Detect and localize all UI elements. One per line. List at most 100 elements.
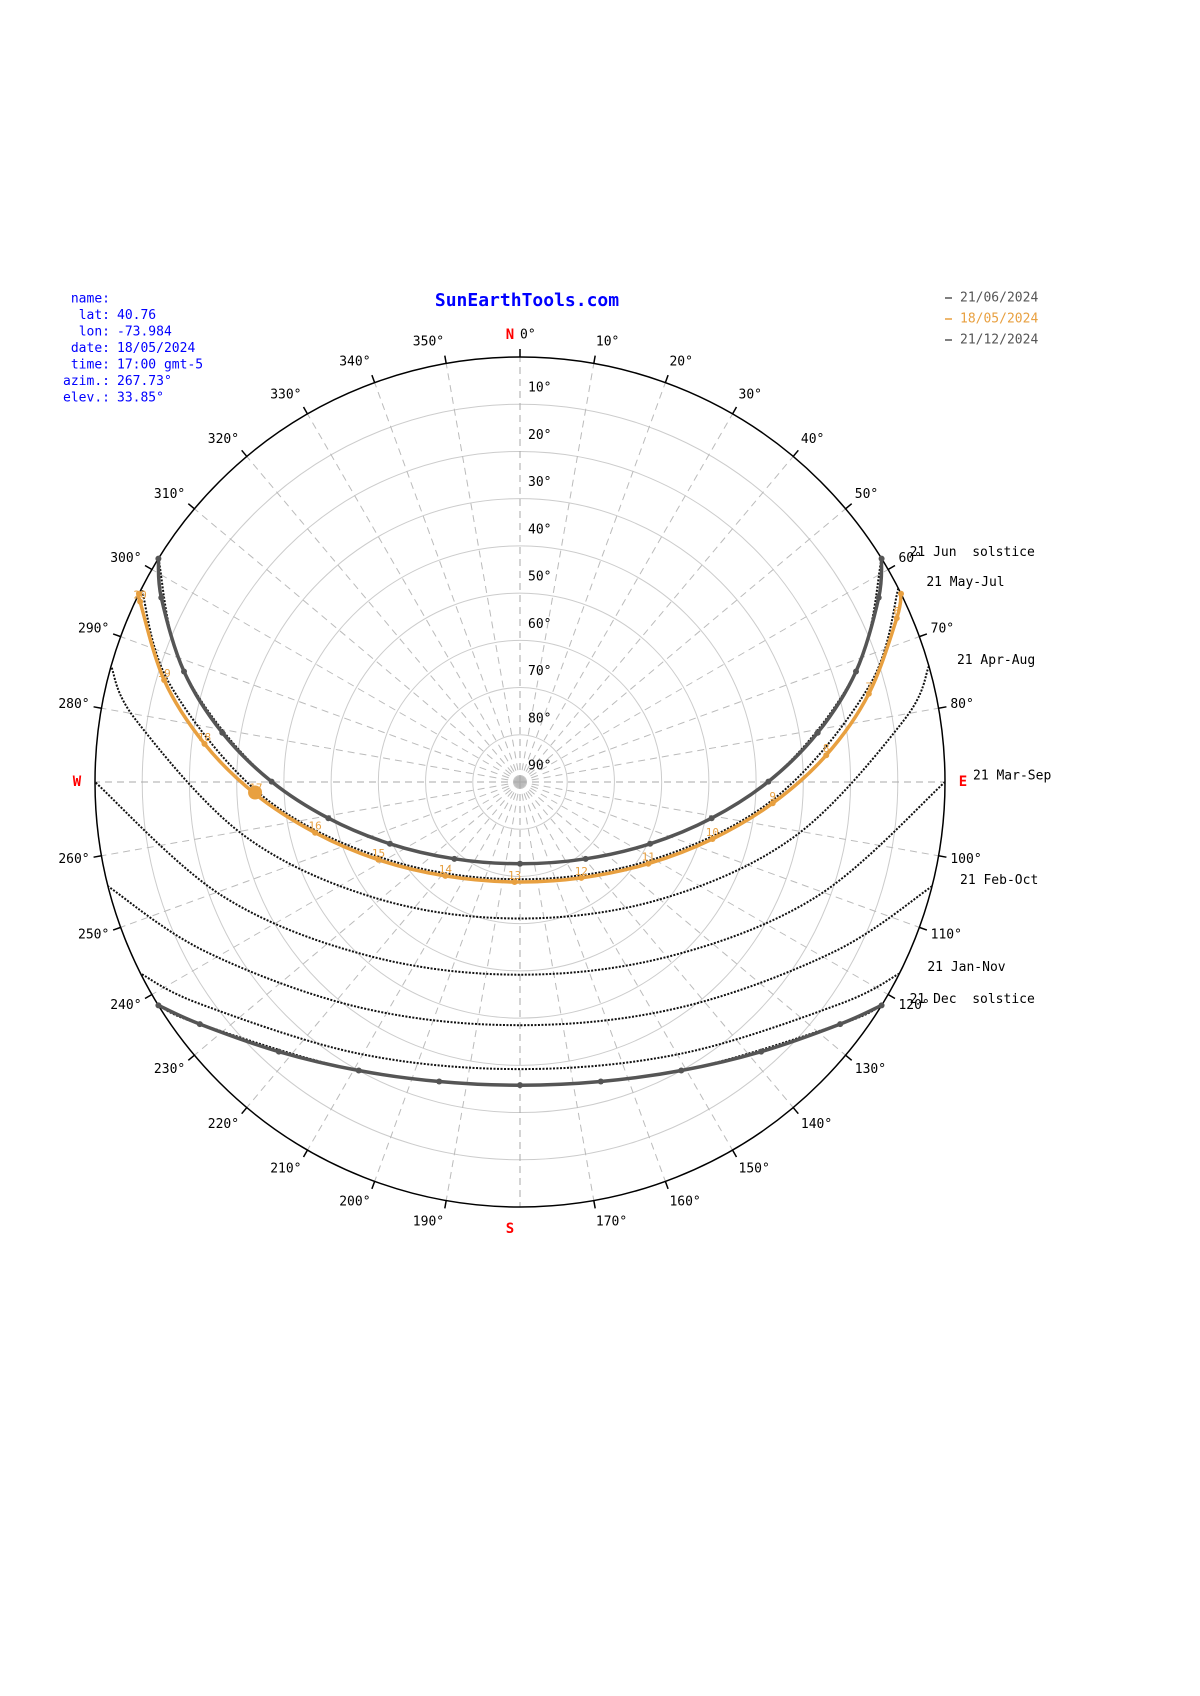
- azimuth-grid-line: [519, 781, 595, 1201]
- azimuth-tick-label: 330°: [270, 387, 301, 402]
- hour-point: [312, 829, 319, 836]
- elevation-ring: [472, 734, 568, 830]
- azimuth-tick-label: 300°: [110, 551, 141, 566]
- chart-title: SunEarthTools.com: [435, 290, 619, 311]
- hour-point: [268, 778, 275, 785]
- azimuth-tick-label: 70°: [931, 622, 954, 637]
- azimuth-tick: [887, 993, 896, 1000]
- elevation-tick-label: 60°: [528, 617, 551, 632]
- azimuth-grid-line: [120, 781, 521, 928]
- info-label: elev.:: [63, 391, 110, 406]
- elevation-tick-label: 10°: [528, 381, 551, 396]
- elevation-tick-label: 50°: [528, 570, 551, 585]
- hour-label: 7: [866, 681, 873, 694]
- monthly-path-label: 21 Jun solstice: [910, 545, 1035, 560]
- hour-label: 19: [157, 667, 170, 680]
- azimuth-tick: [731, 406, 738, 415]
- azimuth-tick: [919, 633, 928, 638]
- hour-label: 9: [769, 790, 776, 803]
- hour-point: [181, 668, 188, 675]
- hour-point: [325, 815, 332, 822]
- azimuth-tick-label: 220°: [208, 1117, 239, 1132]
- azimuth-grid-line: [519, 508, 846, 783]
- hour-label: 14: [439, 863, 453, 876]
- azimuth-grid-line: [101, 781, 521, 857]
- azimuth-tick-label: 50°: [855, 487, 878, 502]
- azimuth-tick-label: 210°: [270, 1162, 301, 1177]
- info-value: 267.73°: [117, 374, 172, 389]
- elevation-ring: [330, 592, 710, 972]
- info-value: 33.85°: [117, 391, 164, 406]
- cardinal-label: S: [506, 1221, 514, 1237]
- hour-point: [708, 815, 715, 822]
- hour-point: [511, 878, 518, 885]
- hour-point: [582, 855, 589, 862]
- azimuth-tick-label: 0°: [520, 328, 536, 343]
- hour-label: 12: [575, 865, 588, 878]
- azimuth-tick: [938, 706, 947, 709]
- hour-point: [386, 840, 393, 847]
- azimuth-tick-label: 290°: [78, 622, 109, 637]
- hour-point: [645, 860, 652, 867]
- azimuth-tick: [93, 706, 102, 709]
- hour-point: [898, 590, 905, 597]
- azimuth-tick: [302, 406, 309, 415]
- info-label: azim.:: [63, 374, 110, 389]
- azimuth-tick-label: 260°: [58, 852, 89, 867]
- azimuth-grid-line: [101, 707, 521, 783]
- hour-point: [865, 690, 872, 697]
- azimuth-grid-line: [445, 781, 521, 1201]
- hour-point: [709, 836, 716, 843]
- elevation-tick-label: 30°: [528, 475, 551, 490]
- hour-point: [823, 752, 830, 759]
- monthly-sun-path: [110, 665, 930, 920]
- hour-point: [517, 1082, 523, 1089]
- cardinal-label: N: [506, 327, 514, 343]
- hour-point: [196, 1021, 203, 1028]
- hour-point: [578, 874, 585, 881]
- azimuth-tick-label: 350°: [413, 334, 444, 349]
- azimuth-grid-line: [519, 781, 920, 928]
- hour-point: [436, 1078, 443, 1085]
- azimuth-tick-label: 250°: [78, 927, 109, 942]
- monthly-sun-path: [140, 588, 900, 881]
- azimuth-tick: [664, 374, 669, 383]
- azimuth-tick: [919, 926, 928, 931]
- legend-label: 21/12/2024: [960, 333, 1038, 348]
- azimuth-grid-line: [519, 363, 595, 783]
- hour-point: [375, 856, 382, 863]
- azimuth-tick: [887, 564, 896, 571]
- azimuth-tick: [845, 1054, 853, 1061]
- hour-point: [878, 555, 885, 562]
- azimuth-grid-line: [519, 781, 889, 995]
- azimuth-grid-line: [519, 413, 733, 783]
- azimuth-grid-line: [246, 781, 521, 1108]
- azimuth-tick-label: 230°: [154, 1062, 185, 1077]
- hour-point: [155, 1002, 162, 1009]
- monthly-sun-path: [94, 781, 946, 976]
- info-label: lon:: [79, 325, 110, 340]
- azimuth-tick: [792, 449, 799, 457]
- azimuth-tick-label: 140°: [801, 1117, 832, 1132]
- azimuth-tick: [593, 1200, 596, 1209]
- azimuth-tick: [371, 1181, 376, 1190]
- elevation-tick-label: 80°: [528, 711, 551, 726]
- azimuth-tick: [241, 1107, 248, 1115]
- hour-point: [158, 594, 165, 601]
- hour-point: [878, 1002, 885, 1009]
- monthly-sun-path: [107, 885, 933, 1027]
- azimuth-tick-label: 20°: [669, 354, 692, 369]
- hour-point: [758, 1048, 765, 1055]
- azimuth-grid-line: [151, 569, 521, 783]
- azimuth-grid-line: [519, 569, 889, 783]
- azimuth-grid-line: [307, 781, 521, 1151]
- azimuth-tick: [241, 449, 248, 457]
- azimuth-grid-line: [151, 781, 521, 995]
- hour-point: [275, 1048, 282, 1055]
- grid: [93, 349, 947, 1209]
- azimuth-tick-label: 340°: [339, 354, 370, 369]
- azimuth-tick: [187, 503, 195, 510]
- azimuth-grid-line: [519, 707, 939, 783]
- hour-label: 6: [893, 605, 900, 618]
